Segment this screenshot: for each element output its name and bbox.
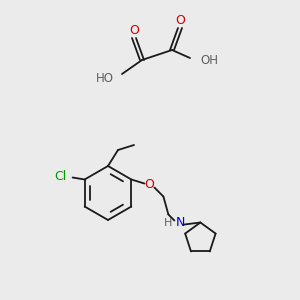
Text: O: O xyxy=(129,23,139,37)
Text: HO: HO xyxy=(96,71,114,85)
Text: N: N xyxy=(176,216,185,229)
Text: H: H xyxy=(164,218,172,229)
Text: Cl: Cl xyxy=(55,170,67,183)
Text: O: O xyxy=(175,14,185,26)
Text: OH: OH xyxy=(200,53,218,67)
Text: O: O xyxy=(144,178,154,191)
